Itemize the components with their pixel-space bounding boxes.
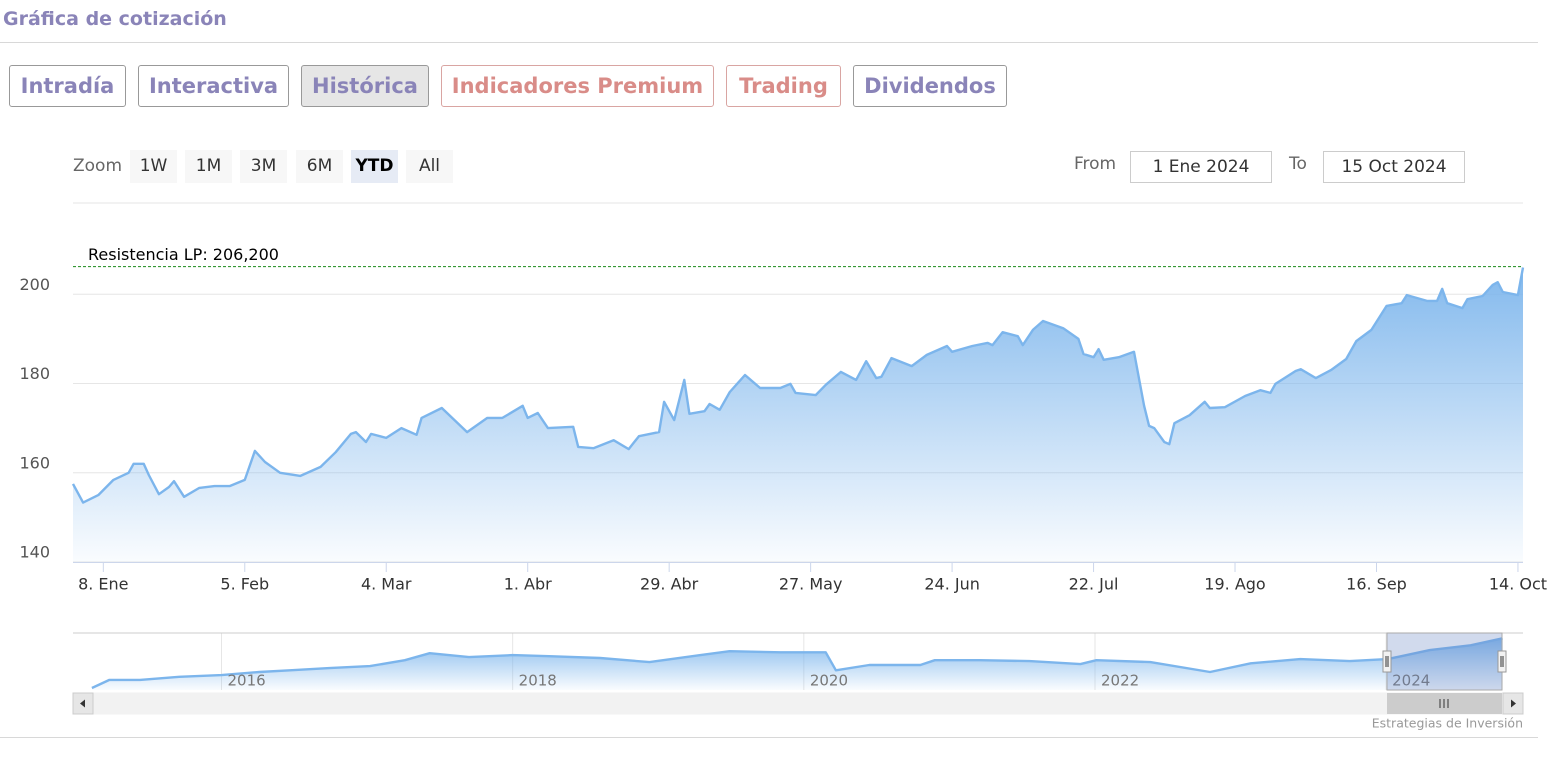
from-input[interactable]: 1 Ene 2024 (1130, 151, 1272, 183)
tab[interactable]: Trading (726, 65, 841, 107)
navigator-mask (1387, 633, 1502, 690)
section-title: Gráfica de cotización (3, 8, 227, 30)
x-tick-label: 5. Feb (220, 575, 269, 594)
x-tick-label: 1. Abr (504, 575, 552, 594)
tab[interactable]: Histórica (301, 65, 429, 107)
price-line (71, 267, 1525, 504)
y-tick-label: 160 (19, 453, 50, 472)
tab[interactable]: Dividendos (853, 65, 1007, 107)
x-tick-label: 27. May (779, 575, 843, 594)
navigator-label: 2024 (1392, 672, 1430, 690)
navigator-label: 2020 (810, 672, 848, 690)
x-tick-label: 19. Ago (1204, 575, 1265, 594)
divider (0, 42, 1538, 43)
to-label: To (1289, 154, 1307, 174)
scrollbar-track (72, 692, 1524, 715)
x-tick-label: 24. Jun (924, 575, 980, 594)
area-fill (91, 638, 1503, 690)
x-tick-label: 8. Ene (78, 575, 128, 594)
zoom-button[interactable]: 1M (185, 150, 232, 183)
navigator-label: 2022 (1101, 672, 1139, 690)
area-fill (73, 267, 1523, 562)
zoom-button[interactable]: All (406, 150, 453, 183)
arrow (80, 699, 85, 708)
navigator-handle (1497, 650, 1507, 673)
zoom-button[interactable]: YTD (351, 150, 398, 183)
tab[interactable]: Interactiva (138, 65, 289, 107)
arrow (1511, 699, 1516, 708)
x-tick-label: 14. Oct (1489, 575, 1547, 594)
zoom-label: Zoom (73, 156, 123, 176)
x-tick-label: 16. Sep (1346, 575, 1407, 594)
x-tick-label: 22. Jul (1069, 575, 1119, 594)
navigator-label: 2016 (227, 672, 265, 690)
y-tick-label: 180 (19, 364, 50, 383)
x-tick-label: 4. Mar (361, 575, 412, 594)
resistance-label: Resistencia LP: 206,200 (88, 245, 279, 264)
navigator-label: 2018 (519, 672, 557, 690)
credit: Estrategias de Inversión (1372, 716, 1523, 731)
tab[interactable]: Indicadores Premium (441, 65, 714, 107)
navigator-handle (1382, 650, 1392, 673)
divider (0, 737, 1538, 738)
x-tick-label: 29. Abr (640, 575, 699, 594)
from-label: From (1074, 154, 1117, 174)
price-line (91, 637, 1503, 690)
zoom-button[interactable]: 1W (130, 150, 177, 183)
zoom-button[interactable]: 6M (296, 150, 343, 183)
tab[interactable]: Intradía (9, 65, 126, 107)
to-input[interactable]: 15 Oct 2024 (1323, 151, 1465, 183)
y-tick-label: 140 (19, 543, 50, 562)
zoom-button[interactable]: 3M (240, 150, 287, 183)
y-tick-label: 200 (19, 275, 50, 294)
